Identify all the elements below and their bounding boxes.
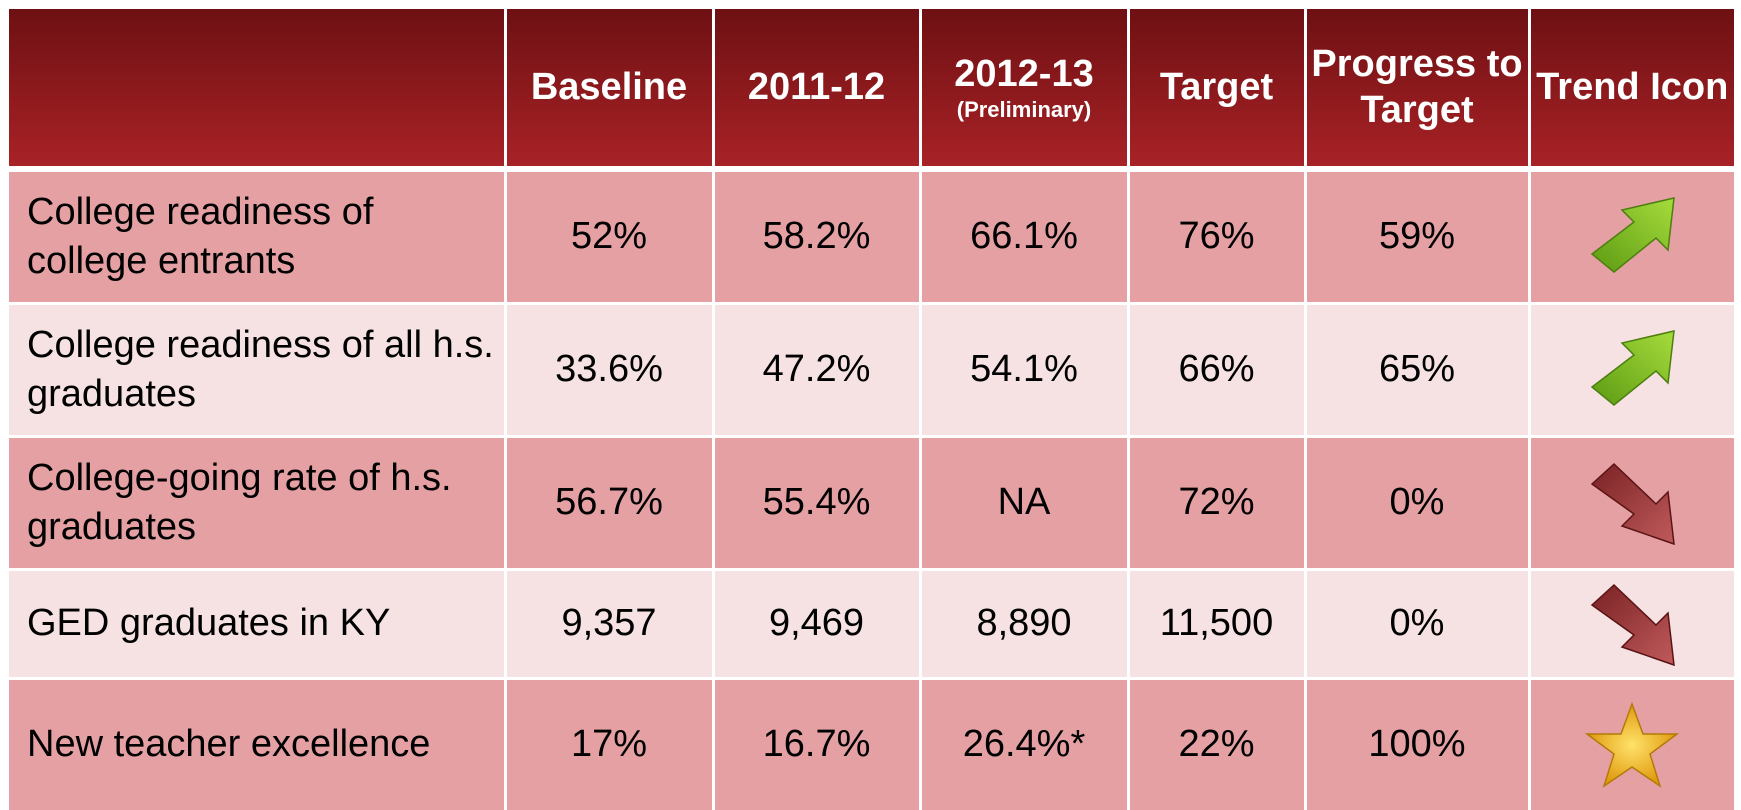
icon-cell — [1529, 169, 1734, 304]
trend-down-icon — [1582, 577, 1682, 672]
value-cell: 47.2% — [713, 304, 920, 437]
value-cell: 55.4% — [713, 437, 920, 570]
value-cell: 52% — [505, 169, 713, 304]
trend-up-icon — [1582, 192, 1682, 282]
trend-star-icon — [1582, 700, 1682, 790]
value-cell: 8,890 — [920, 570, 1128, 679]
row-label: College readiness of college entrants — [9, 169, 505, 304]
value-cell: 56.7% — [505, 437, 713, 570]
header-note: (Preliminary) — [923, 97, 1126, 123]
trend-down-icon — [1582, 456, 1682, 551]
value-cell: 66% — [1128, 304, 1305, 437]
header-cell: Target — [1128, 9, 1305, 169]
header-cell: Baseline — [505, 9, 713, 169]
value-cell: 0% — [1305, 570, 1529, 679]
row-label: College readiness of all h.s. graduates — [9, 304, 505, 437]
value-cell: 66.1% — [920, 169, 1128, 304]
value-cell: 33.6% — [505, 304, 713, 437]
icon-cell — [1529, 437, 1734, 570]
value-cell: 100% — [1305, 679, 1529, 810]
header-text: 2012-13 — [954, 53, 1093, 95]
header-cell: Progress to Target — [1305, 9, 1529, 169]
row-label: New teacher excellence — [9, 679, 505, 810]
header-blank — [9, 9, 505, 169]
value-cell: 9,357 — [505, 570, 713, 679]
value-cell: 58.2% — [713, 169, 920, 304]
header-cell: 2011-12 — [713, 9, 920, 169]
value-cell: NA — [920, 437, 1128, 570]
row-label: GED graduates in KY — [9, 570, 505, 679]
value-cell: 16.7% — [713, 679, 920, 810]
value-cell: 59% — [1305, 169, 1529, 304]
value-cell: 72% — [1128, 437, 1305, 570]
value-cell: 0% — [1305, 437, 1529, 570]
value-cell: 65% — [1305, 304, 1529, 437]
icon-cell — [1529, 304, 1734, 437]
row-label: College-going rate of h.s. graduates — [9, 437, 505, 570]
value-cell: 54.1% — [920, 304, 1128, 437]
header-cell: Trend Icon — [1529, 9, 1734, 169]
value-cell: 76% — [1128, 169, 1305, 304]
value-cell: 17% — [505, 679, 713, 810]
kpi-table: Baseline 2011-12 2012-13(Preliminary) Ta… — [9, 9, 1734, 810]
value-cell: 26.4%* — [920, 679, 1128, 810]
header-row: Baseline 2011-12 2012-13(Preliminary) Ta… — [9, 9, 1734, 169]
value-cell: 22% — [1128, 679, 1305, 810]
icon-cell — [1529, 679, 1734, 810]
value-cell: 11,500 — [1128, 570, 1305, 679]
trend-up-icon — [1582, 325, 1682, 415]
value-cell: 9,469 — [713, 570, 920, 679]
icon-cell — [1529, 570, 1734, 679]
header-cell: 2012-13(Preliminary) — [920, 9, 1128, 169]
